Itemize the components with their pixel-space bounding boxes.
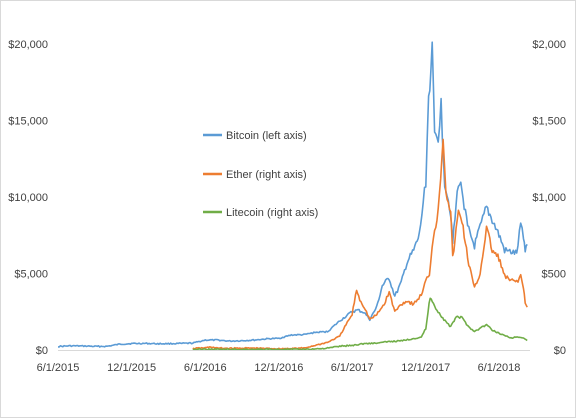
left-y-tick-label: $5,000 (14, 269, 48, 281)
left-y-tick-label: $15,000 (8, 116, 48, 128)
right-y-tick-label: $1,000 (532, 192, 566, 204)
x-tick-label: 6/1/2017 (331, 362, 374, 374)
x-tick-label: 12/1/2017 (401, 362, 450, 374)
left-y-tick-label: $20,000 (8, 39, 48, 51)
right-y-tick-label: $1,500 (532, 116, 566, 128)
legend-label: Bitcoin (left axis) (226, 130, 307, 142)
right-y-tick-label: $0 (554, 345, 566, 357)
legend: Bitcoin (left axis) Ether (right axis) Lit… (203, 130, 318, 219)
x-tick-label: 12/1/2016 (254, 362, 303, 374)
left-y-tick-label: $10,000 (8, 192, 48, 204)
x-tick-label: 6/1/2018 (478, 362, 521, 374)
x-tick-label: 6/1/2015 (37, 362, 80, 374)
legend-label: Litecoin (right axis) (226, 207, 318, 219)
left-y-tick-label: $0 (36, 345, 48, 357)
legend-item-bitcoin: Bitcoin (left axis) (203, 130, 307, 142)
series-line-ether (192, 138, 528, 350)
series-line-litecoin (192, 297, 528, 351)
series-layer (58, 41, 528, 351)
legend-item-ether: Ether (right axis) (203, 169, 307, 181)
axes-layer: $0 $5,000 $10,000 $15,000 $20,000 $0 $500 $1,00… (8, 39, 566, 374)
legend-item-litecoin: Litecoin (right axis) (203, 207, 318, 219)
right-y-tick-label: $2,000 (532, 39, 566, 51)
right-y-tick-label: $500 (542, 269, 566, 281)
x-tick-label: 6/1/2016 (184, 362, 227, 374)
legend-label: Ether (right axis) (226, 169, 307, 181)
x-tick-label: 12/1/2015 (107, 362, 156, 374)
